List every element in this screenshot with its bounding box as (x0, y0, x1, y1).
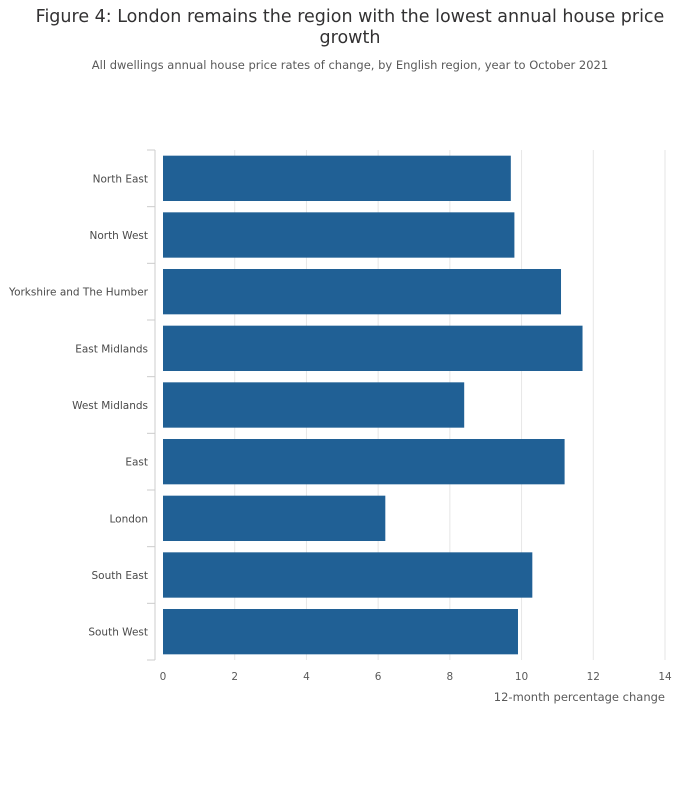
x-tick-label: 6 (375, 671, 382, 683)
label-layer: 0 2 4 6 8 10 12 14 North East North West Yorkshire… (8, 173, 672, 683)
category-label: West Midlands (72, 400, 148, 412)
bar-layer (163, 155, 583, 655)
bar[interactable] (163, 382, 465, 428)
x-axis-title: 12-month percentage change (494, 690, 665, 704)
x-tick-label: 4 (303, 671, 310, 683)
bar[interactable] (163, 495, 386, 541)
x-tick-label: 8 (447, 671, 454, 683)
bar[interactable] (163, 439, 565, 485)
x-tick-label: 0 (160, 671, 167, 683)
bar[interactable] (163, 325, 583, 371)
axis-layer (147, 149, 156, 661)
bar[interactable] (163, 269, 562, 315)
bar[interactable] (163, 212, 515, 258)
category-label: London (110, 513, 149, 525)
bar[interactable] (163, 155, 511, 201)
category-label: Yorkshire and The Humber (8, 287, 149, 299)
category-label: North West (89, 230, 148, 242)
chart-subtitle: All dwellings annual house price rates o… (91, 58, 609, 72)
x-tick-label: 10 (515, 671, 528, 683)
x-tick-label: 12 (587, 671, 600, 683)
category-label: South East (91, 570, 148, 582)
x-tick-label: 14 (658, 671, 672, 683)
category-label: East Midlands (75, 343, 148, 355)
chart-title: Figure 4: London remains the region with… (35, 7, 665, 48)
x-tick-label: 2 (231, 671, 238, 683)
bar[interactable] (163, 552, 533, 598)
category-label: North East (93, 173, 148, 185)
bar[interactable] (163, 609, 518, 655)
category-label: South West (88, 627, 148, 639)
category-label: East (125, 457, 148, 469)
